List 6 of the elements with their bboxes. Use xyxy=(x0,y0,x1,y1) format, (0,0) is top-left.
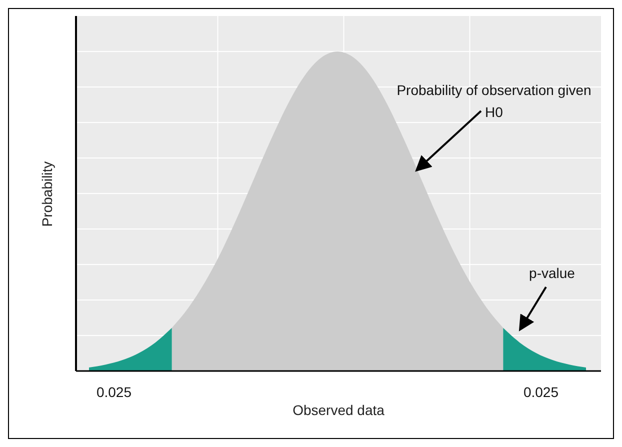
y-axis-title: Probability xyxy=(39,160,55,226)
text: 0.025 xyxy=(95,383,133,402)
x-axis-title: Observed data xyxy=(292,402,385,418)
text: 0.025 xyxy=(522,383,560,402)
annotation: p-value xyxy=(528,264,576,283)
annotation: Probability of observation given H0 xyxy=(396,81,592,122)
